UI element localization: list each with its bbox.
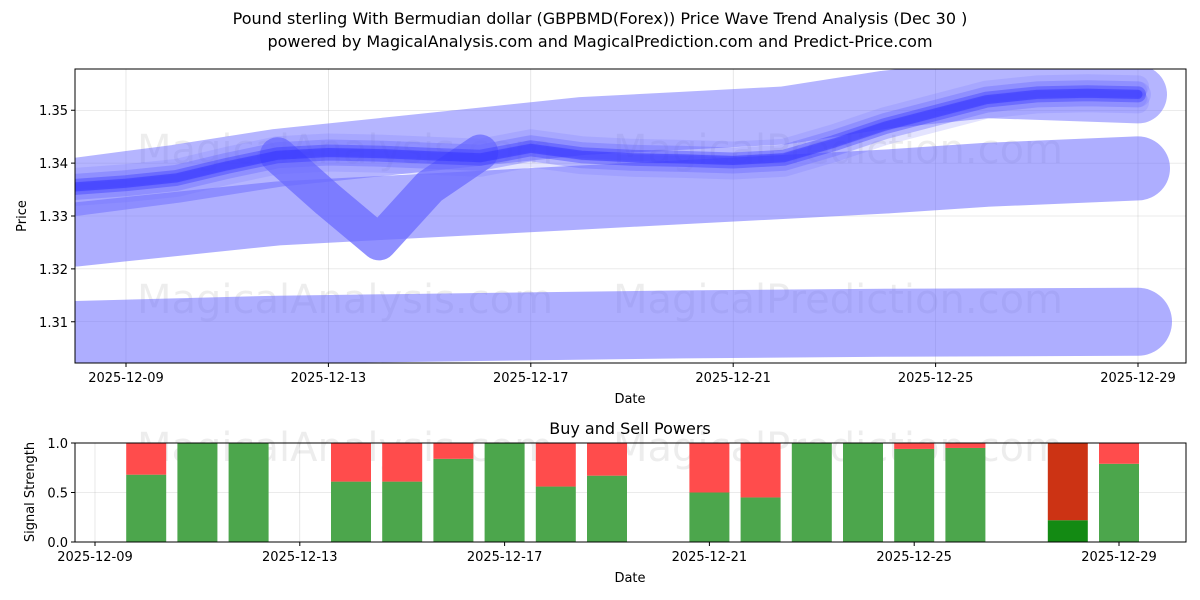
- price-xtick-label: 2025-12-17: [493, 371, 569, 386]
- main-wave-band: [75, 85, 1146, 195]
- projection-band-lower: [75, 287, 1172, 363]
- main-wave-band: [75, 90, 1149, 206]
- buy-power-bar: [791, 443, 832, 542]
- powers-ytick-label: 1.0: [47, 437, 68, 452]
- main-wave-band: [75, 88, 1143, 192]
- sell-power-bar: [382, 443, 423, 482]
- price-plot-area: [75, 69, 1172, 363]
- price-ticks: 2025-12-09 2025-12-13 2025-12-17 2025-12-21…: [39, 104, 1176, 386]
- main-wave-band: [75, 74, 1149, 190]
- powers-xtick-label: 2025-12-17: [467, 550, 543, 565]
- powers-ylabel: Signal Strength: [23, 442, 38, 542]
- powers-xtick-label: 2025-12-29: [1081, 550, 1157, 565]
- buy-power-bar: [484, 443, 525, 542]
- buy-power-bar: [126, 474, 167, 542]
- buy-power-bar: [535, 486, 576, 542]
- projection-band-upper: [75, 69, 1167, 216]
- buy-power-bar: [1047, 520, 1088, 542]
- sell-power-bar: [1099, 443, 1139, 464]
- main-wave-band: [75, 80, 1151, 200]
- buy-power-bar: [177, 443, 218, 542]
- buy-power-bar: [740, 497, 781, 542]
- price-xlabel: Date: [614, 392, 645, 407]
- powers-plot-area: [126, 443, 1139, 542]
- price-ytick-label: 1.35: [39, 104, 68, 119]
- buy-power-bar: [382, 481, 423, 542]
- powers-xtick-label: 2025-12-09: [57, 550, 133, 565]
- price-ytick-label: 1.34: [39, 157, 68, 172]
- powers-ytick-label: 0.0: [47, 536, 68, 551]
- price-xtick-label: 2025-12-21: [695, 371, 771, 386]
- price-xtick-label: 2025-12-29: [1100, 371, 1176, 386]
- sell-power-bar: [126, 443, 167, 475]
- sell-power-bar: [433, 443, 474, 459]
- powers-xtick-label: 2025-12-25: [876, 550, 952, 565]
- main-wave-band: [75, 80, 1147, 192]
- chart-title-line1: Pound sterling With Bermudian dollar (GB…: [232, 9, 968, 28]
- price-ytick-label: 1.33: [39, 210, 68, 225]
- powers-ytick-label: 0.5: [47, 487, 68, 502]
- price-ylabel: Price: [15, 200, 30, 232]
- sell-power-bar: [894, 443, 935, 449]
- sell-power-bar: [1047, 443, 1088, 521]
- projection-band-middle: [75, 136, 1170, 267]
- powers-xtick-label: 2025-12-21: [672, 550, 748, 565]
- watermark-text: MagicalPrediction.com: [613, 425, 1063, 471]
- buy-power-bar: [843, 443, 883, 542]
- buy-power-bar: [689, 492, 730, 542]
- price-ytick-label: 1.32: [39, 263, 68, 278]
- buy-power-bar: [945, 447, 986, 542]
- powers-title: Buy and Sell Powers: [549, 419, 711, 438]
- dip-wave-band: [259, 134, 499, 261]
- price-xtick-label: 2025-12-13: [291, 371, 367, 386]
- sell-power-bar: [740, 443, 781, 498]
- sell-power-bar: [945, 443, 986, 448]
- chart-title-line2: powered by MagicalAnalysis.com and Magic…: [267, 32, 933, 51]
- buy-power-bar: [894, 448, 935, 542]
- sell-power-bar: [535, 443, 576, 487]
- sell-power-bar: [331, 443, 371, 482]
- powers-xtick-label: 2025-12-13: [262, 550, 338, 565]
- sell-power-bar: [587, 443, 627, 476]
- buy-power-bar: [331, 481, 371, 542]
- buy-power-bar: [587, 475, 627, 542]
- buy-power-bar: [228, 443, 269, 542]
- price-xtick-label: 2025-12-25: [898, 371, 974, 386]
- powers-xlabel: Date: [614, 571, 645, 586]
- price-ytick-label: 1.31: [39, 316, 68, 331]
- powers-ticks: 2025-12-09 2025-12-13 2025-12-17 2025-12-21…: [47, 437, 1156, 565]
- main-wave-band: [75, 88, 1147, 200]
- price-xtick-label: 2025-12-09: [88, 371, 164, 386]
- sell-power-bar: [689, 443, 730, 493]
- buy-power-bar: [433, 458, 474, 542]
- buy-power-bar: [1099, 463, 1139, 542]
